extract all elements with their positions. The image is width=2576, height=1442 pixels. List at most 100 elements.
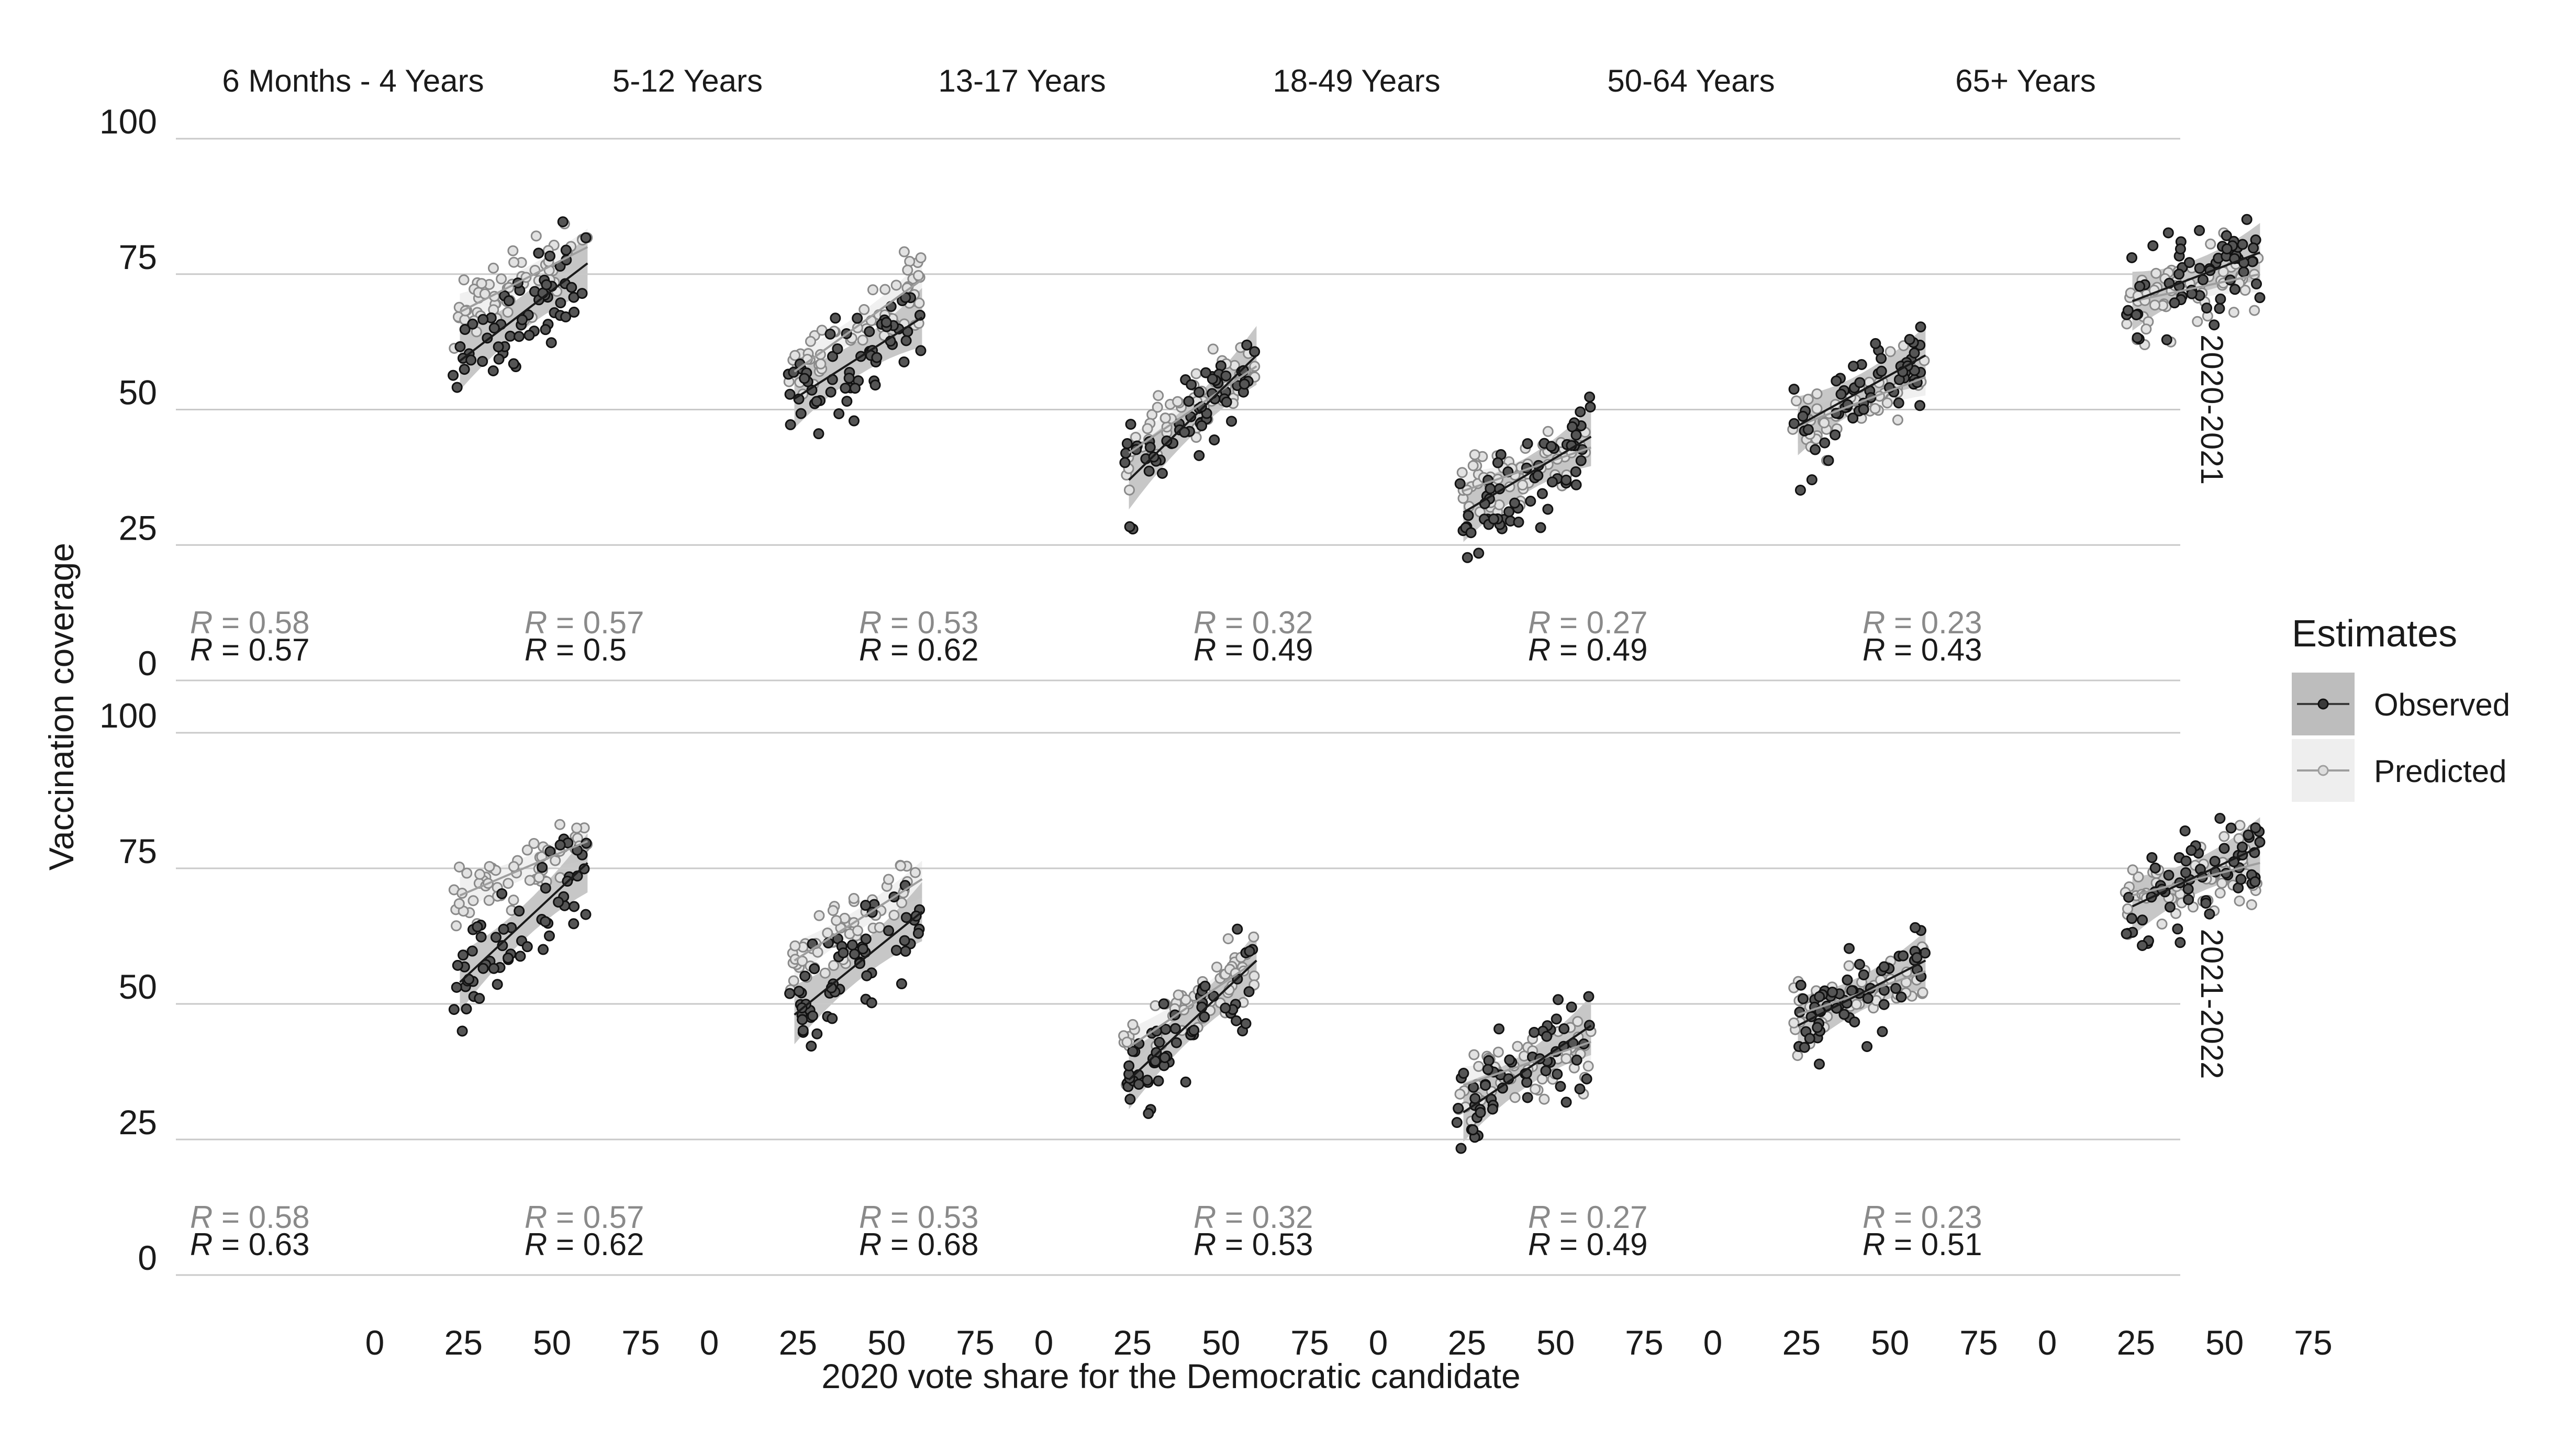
- r-label-predicted: R = 0.27: [1528, 605, 1648, 640]
- observed-point: [1830, 429, 1841, 441]
- predicted-point: [508, 895, 519, 906]
- observed-point: [799, 970, 811, 982]
- predicted-fit-line: [2132, 862, 2260, 897]
- predicted-point: [1190, 368, 1202, 379]
- r-label-observed: R = 0.5: [525, 632, 627, 667]
- predicted-point: [533, 871, 545, 883]
- observed-point: [1848, 361, 1859, 372]
- observed-point: [515, 951, 526, 962]
- observed-point: [578, 863, 590, 875]
- x-tick-label: 25: [1448, 1323, 1486, 1362]
- observed-point: [1835, 388, 1847, 400]
- predicted-point: [2234, 895, 2245, 907]
- observed-fit-line: [2132, 251, 2261, 303]
- predicted-point: [888, 909, 900, 921]
- predicted-point: [1530, 1083, 1541, 1095]
- predicted-point: [2216, 877, 2228, 889]
- observed-point: [1581, 1073, 1592, 1085]
- observed-point: [560, 311, 572, 322]
- observed-point: [1794, 484, 1806, 496]
- predicted-point: [1123, 484, 1135, 496]
- observed-point: [2186, 288, 2198, 299]
- predicted-point: [524, 875, 536, 886]
- observed-point: [477, 314, 489, 325]
- predicted-point: [789, 350, 801, 361]
- observed-point: [540, 324, 551, 336]
- predicted-point: [2246, 899, 2257, 910]
- x-tick-label: 0: [1369, 1323, 1388, 1362]
- predicted-fit-line: [459, 246, 588, 313]
- observed-point: [514, 331, 525, 342]
- observed-point: [2201, 302, 2212, 314]
- observed-point: [1509, 497, 1521, 509]
- predicted-point: [1468, 1049, 1480, 1060]
- observed-point: [1542, 504, 1554, 515]
- observed-point: [1854, 377, 1866, 388]
- observed-point: [866, 997, 877, 1009]
- observed-point: [1462, 552, 1473, 563]
- observed-point: [809, 963, 820, 975]
- predicted-point: [1248, 931, 1259, 943]
- observed-point: [1186, 379, 1197, 390]
- observed-point: [1893, 397, 1904, 409]
- x-tick-label: 50: [1536, 1323, 1575, 1362]
- observed-point: [860, 900, 872, 911]
- observed-point: [1802, 424, 1814, 435]
- observed-point: [2180, 855, 2192, 867]
- y-tick-label: 50: [119, 373, 157, 412]
- observed-point: [2161, 334, 2172, 345]
- observed-point: [2194, 263, 2205, 274]
- observed-point: [2225, 822, 2237, 834]
- observed-point: [1911, 952, 1923, 964]
- observed-point: [1560, 474, 1572, 486]
- x-tick-label: 25: [2117, 1323, 2155, 1362]
- x-axis-label: 2020 vote share for the Democratic candi…: [821, 1357, 1520, 1395]
- observed-point: [784, 988, 796, 999]
- x-tick-label: 50: [2205, 1323, 2244, 1362]
- observed-point: [477, 963, 489, 974]
- observed-point: [1170, 1037, 1182, 1048]
- predicted-point: [2122, 903, 2134, 914]
- observed-point: [1119, 457, 1131, 468]
- predicted-point: [1127, 1019, 1139, 1030]
- observed-point: [1209, 434, 1220, 445]
- observed-point: [880, 317, 892, 328]
- observed-point: [827, 351, 839, 362]
- chart-labels: 6 Months - 4 Years 5-12 Years 13-17 Years 1…: [99, 63, 2333, 1362]
- observed-point: [1120, 448, 1132, 459]
- observed-point: [890, 945, 902, 956]
- observed-point: [1125, 419, 1136, 430]
- r-label-predicted: R = 0.23: [1863, 1200, 1982, 1235]
- facet-title: 65+ Years: [1955, 63, 2096, 98]
- observed-point: [1558, 1023, 1570, 1034]
- observed-point: [2147, 240, 2159, 251]
- observed-point: [1585, 401, 1596, 413]
- observed-point: [1788, 418, 1800, 429]
- predicted-point: [898, 246, 910, 258]
- observed-point: [1194, 450, 1205, 461]
- observed-point: [2172, 923, 2183, 935]
- observed-point: [490, 932, 501, 943]
- predicted-point: [2150, 267, 2162, 279]
- observed-point: [1541, 1031, 1553, 1042]
- observed-point: [1492, 457, 1503, 468]
- predicted-point: [857, 334, 868, 346]
- observed-fit-line: [1797, 959, 1926, 1027]
- observed-point: [540, 882, 551, 894]
- r-label-observed: R = 0.68: [859, 1227, 979, 1262]
- observed-point: [487, 365, 499, 377]
- observed-point: [1159, 1052, 1170, 1064]
- predicted-point: [1560, 1053, 1572, 1065]
- predicted-point: [1130, 431, 1141, 443]
- observed-point: [1465, 527, 1477, 539]
- observed-point: [568, 306, 580, 318]
- observed-point: [825, 386, 837, 398]
- facet-title: 13-17 Years: [938, 63, 1106, 98]
- observed-point: [1221, 396, 1232, 408]
- predicted-point: [2239, 285, 2251, 296]
- x-tick-label: 0: [1703, 1323, 1723, 1362]
- observed-point: [1194, 386, 1205, 398]
- observed-point: [576, 288, 588, 299]
- predicted-point: [1172, 396, 1184, 407]
- r-label-predicted: R = 0.53: [859, 1200, 979, 1235]
